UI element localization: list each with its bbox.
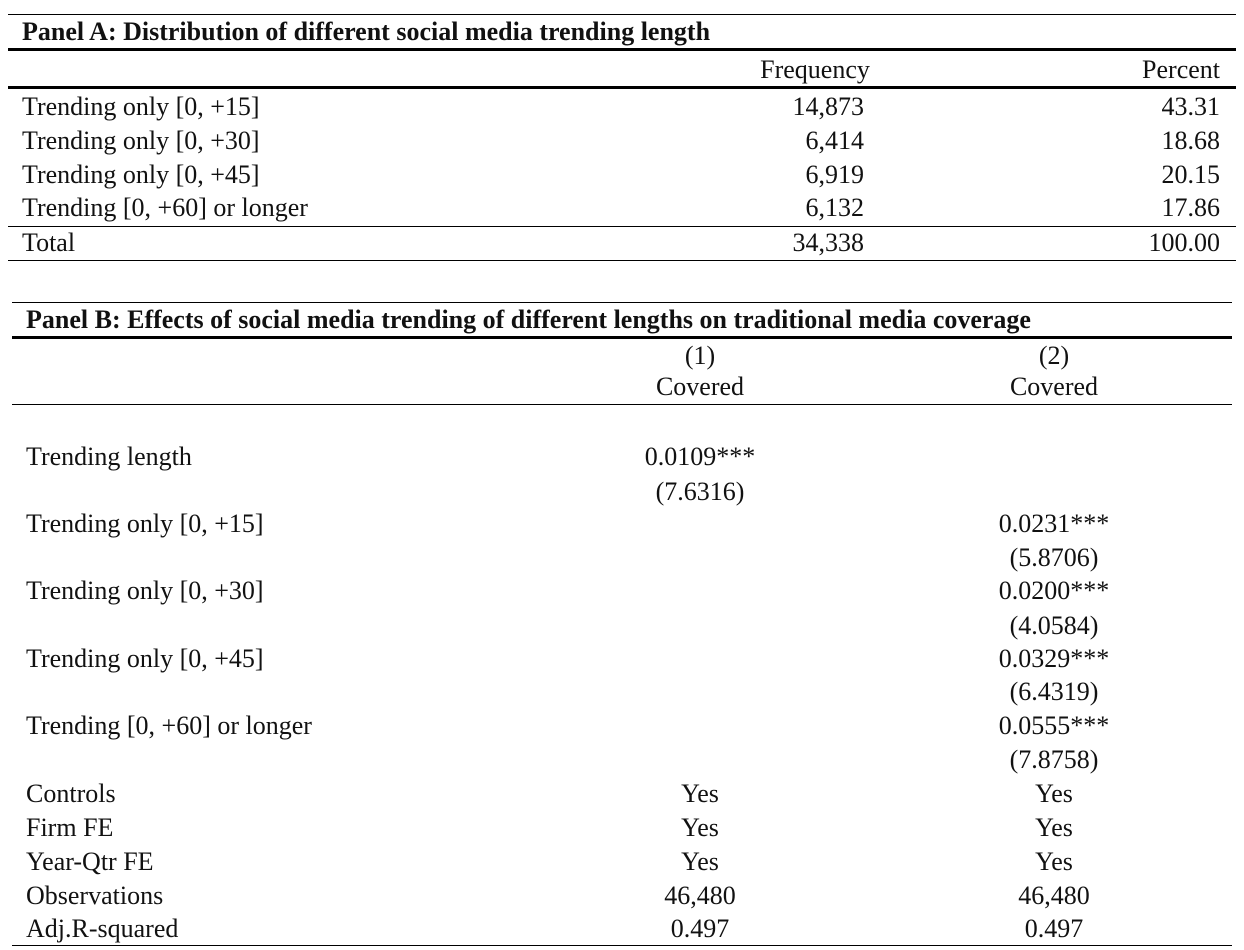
- row-frequency: 6,132: [805, 193, 865, 222]
- coef-label: Trending only [0, +45]: [26, 644, 264, 673]
- stat-col1: 0.497: [670, 914, 730, 943]
- row-percent: 18.68: [1161, 126, 1221, 155]
- row-frequency: 6,414: [805, 126, 865, 155]
- row-percent: 20.15: [1161, 160, 1221, 189]
- row-frequency: 6,919: [805, 160, 865, 189]
- stat-col2: Yes: [1035, 779, 1073, 808]
- col2-tstat: (7.8758): [1009, 745, 1099, 774]
- row-frequency: 14,873: [792, 92, 865, 121]
- stat-label: Controls: [26, 779, 116, 808]
- col2-coef: 0.0200***: [998, 576, 1110, 605]
- panel-a-bottom-rule: [8, 260, 1236, 261]
- panel-a-top-rule: [8, 14, 1236, 15]
- col1-dep-var: Covered: [655, 372, 745, 401]
- col2-coef: 0.0555***: [998, 711, 1110, 740]
- col2-number: (2): [1038, 341, 1070, 370]
- panel-a-header-percent: Percent: [1142, 55, 1220, 84]
- panel-a-header-frequency: Frequency: [760, 55, 870, 84]
- col2-tstat: (5.8706): [1009, 543, 1099, 572]
- coef-label: Trending length: [26, 442, 192, 471]
- col2-coef: 0.0231***: [998, 509, 1110, 538]
- col1-tstat: (7.6316): [655, 477, 745, 506]
- stat-col1: Yes: [681, 847, 719, 876]
- stat-col1: Yes: [681, 813, 719, 842]
- panel-b-bottom-rule: [12, 945, 1232, 946]
- stat-col2: Yes: [1035, 813, 1073, 842]
- total-frequency: 34,338: [792, 228, 865, 257]
- stat-label: Adj.R-squared: [26, 914, 179, 943]
- panel-a-total-rule: [8, 226, 1236, 227]
- panel-a-title: Panel A: Distribution of different socia…: [22, 17, 711, 46]
- coef-label: Trending only [0, +15]: [26, 509, 264, 538]
- stat-label: Observations: [26, 881, 164, 910]
- stat-col2: Yes: [1035, 847, 1073, 876]
- stat-label: Firm FE: [26, 813, 114, 842]
- stat-col2: 0.497: [1024, 914, 1084, 943]
- total-percent: 100.00: [1148, 228, 1221, 257]
- panel-b-title: Panel B: Effects of social media trendin…: [26, 305, 1031, 334]
- coef-label: Trending [0, +60] or longer: [26, 711, 312, 740]
- panel-b-header-rule: [12, 404, 1232, 405]
- stat-col1: 46,480: [664, 881, 736, 910]
- stat-label: Year-Qtr FE: [26, 847, 154, 876]
- col2-coef: 0.0329***: [998, 644, 1110, 673]
- row-label: Trending only [0, +45]: [22, 160, 260, 189]
- col1-number: (1): [684, 341, 716, 370]
- row-percent: 17.86: [1161, 193, 1221, 222]
- panel-a-title-rule: [8, 48, 1236, 51]
- panel-b-top-rule: [12, 302, 1232, 303]
- coef-label: Trending only [0, +30]: [26, 576, 264, 605]
- panel-a-header-rule: [8, 86, 1236, 89]
- col1-coef: 0.0109***: [644, 442, 756, 471]
- col2-tstat: (4.0584): [1009, 611, 1099, 640]
- col2-tstat: (6.4319): [1009, 677, 1099, 706]
- panel-b-title-rule: [12, 336, 1232, 339]
- col2-dep-var: Covered: [1009, 372, 1099, 401]
- total-label: Total: [22, 228, 76, 257]
- row-label: Trending only [0, +15]: [22, 92, 260, 121]
- row-percent: 43.31: [1161, 92, 1221, 121]
- row-label: Trending only [0, +30]: [22, 126, 260, 155]
- stat-col2: 46,480: [1018, 881, 1090, 910]
- stat-col1: Yes: [681, 779, 719, 808]
- row-label: Trending [0, +60] or longer: [22, 193, 308, 222]
